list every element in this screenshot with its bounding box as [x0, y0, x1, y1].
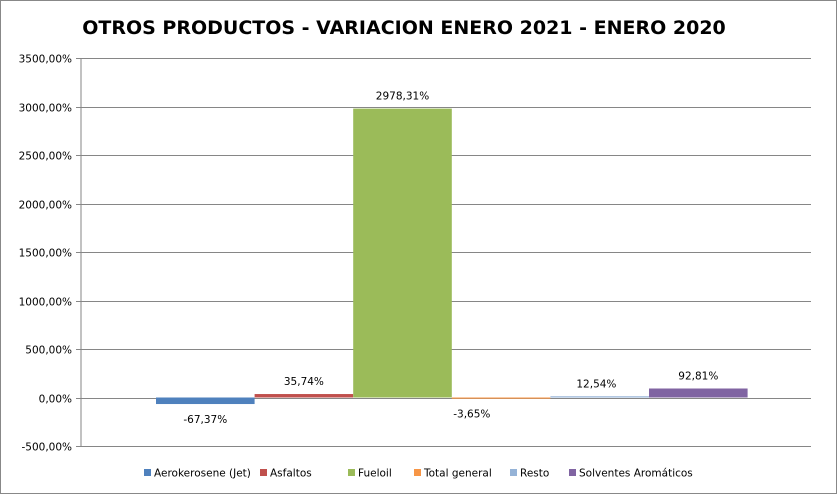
bars	[156, 108, 748, 405]
y-tick-label: -500,00%	[21, 442, 72, 454]
legend-label: Resto	[520, 468, 549, 480]
bar-asfaltos	[254, 394, 354, 398]
y-tick-label: 3000,00%	[19, 103, 72, 115]
y-tick-label: 500,00%	[25, 345, 72, 357]
data-label: 35,74%	[284, 376, 324, 388]
y-axis-ticks: -500,00% 0,00% 500,00% 1000,00% 1500,00% 2000…	[19, 54, 72, 454]
legend-label: Total general	[423, 468, 492, 480]
bar-aerokerosene-jet-	[156, 397, 255, 405]
legend-swatch	[348, 469, 355, 476]
data-label: 2978,31%	[376, 91, 429, 103]
data-labels: -67,37% 35,74% 2978,31% -3,65% 12,54% 92,81%	[183, 91, 718, 426]
legend-swatch	[144, 469, 151, 476]
bar-fueloil	[353, 108, 452, 398]
data-label: 92,81%	[678, 370, 718, 382]
legend-swatch	[260, 469, 267, 476]
y-tick-label: 1500,00%	[19, 248, 72, 260]
legend-swatch	[510, 469, 517, 476]
data-label: -67,37%	[183, 414, 227, 426]
y-tick-label: 1000,00%	[19, 297, 72, 309]
bar-solventes-arom-ticos	[649, 388, 748, 398]
data-label: 12,54%	[576, 378, 616, 390]
legend-label: Asfaltos	[270, 468, 312, 480]
y-tick-label: 2500,00%	[19, 151, 72, 163]
bar-resto	[550, 396, 649, 398]
legend-swatch	[414, 469, 421, 476]
data-label: -3,65%	[453, 409, 490, 421]
legend-label: Solventes Aromáticos	[579, 468, 693, 480]
legend-label: Fueloil	[358, 468, 392, 480]
y-tick-label: 0,00%	[39, 394, 72, 406]
chart-title: OTROS PRODUCTOS - VARIACION ENERO 2021 -…	[82, 17, 726, 39]
legend-swatch	[569, 469, 576, 476]
y-tick-label: 3500,00%	[19, 54, 72, 66]
legend-label: Aerokerosene (Jet)	[154, 468, 251, 480]
y-tick-label: 2000,00%	[19, 200, 72, 212]
legend: Aerokerosene (Jet) Asfaltos Fueloil Total g…	[144, 468, 693, 480]
bar-total-general	[451, 397, 551, 399]
